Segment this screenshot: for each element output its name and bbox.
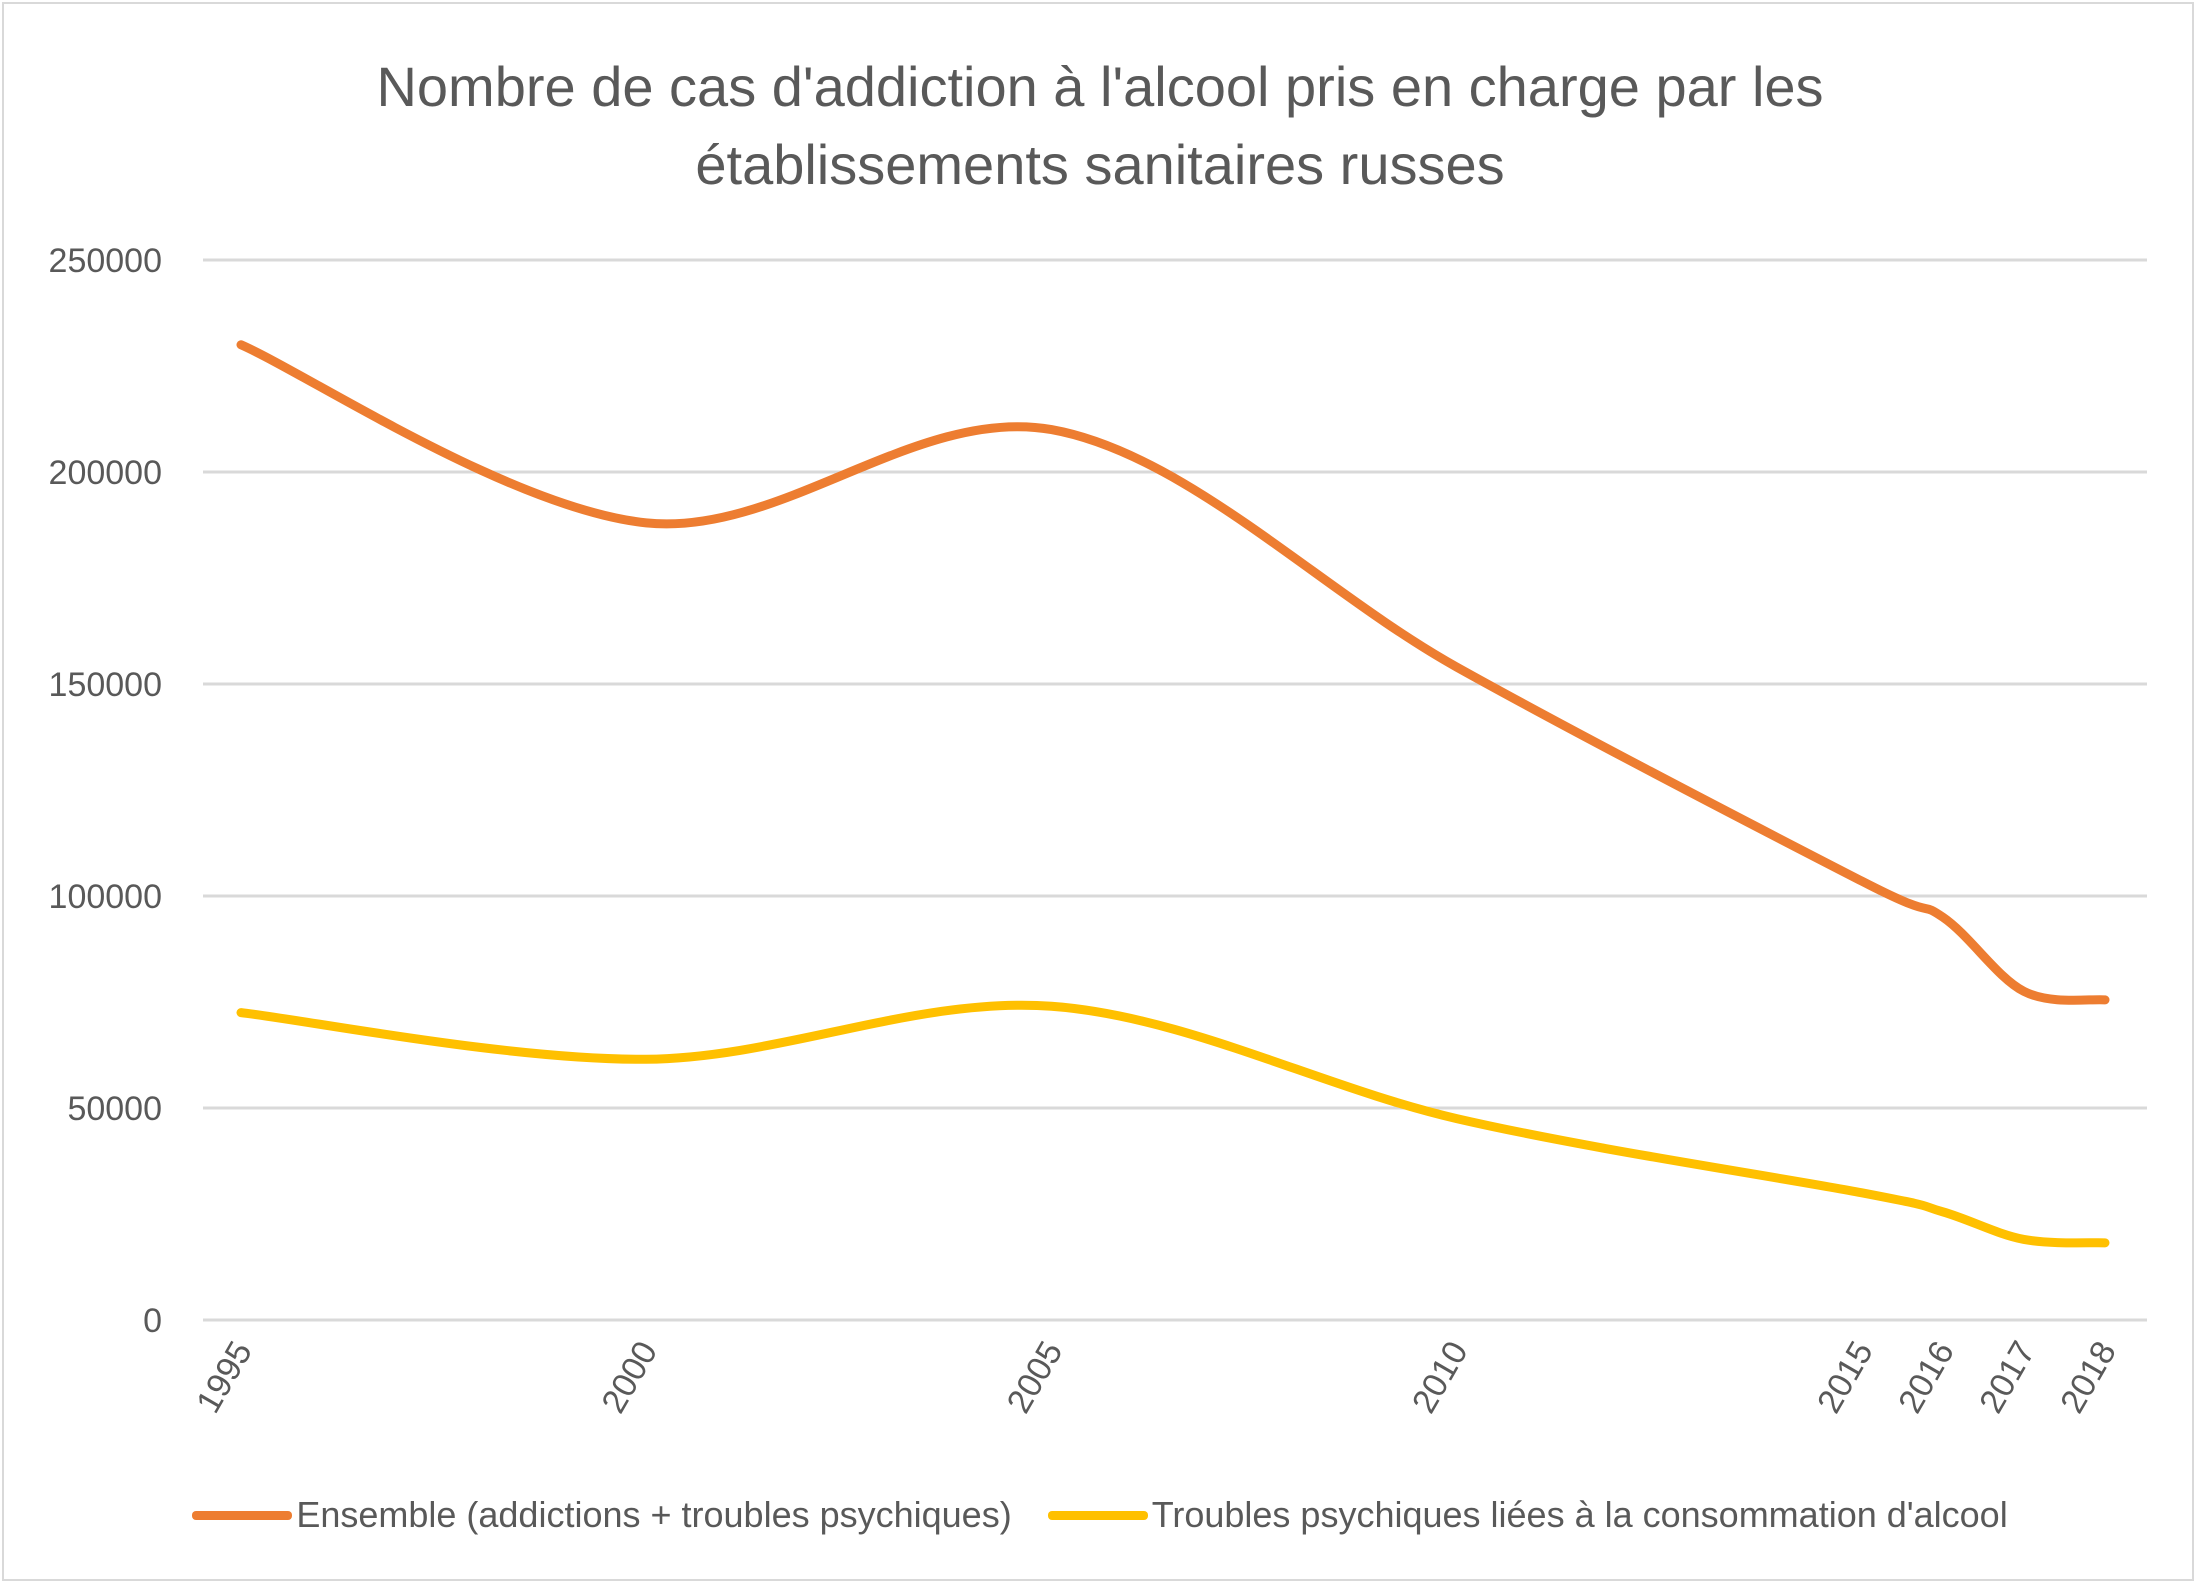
legend-item-ensemble: Ensemble (addictions + troubles psychiqu… [192,1494,1012,1536]
y-tick-label: 100000 [49,878,162,916]
series-line-1 [236,1000,2110,1248]
x-tick-label: 2000 [594,1335,665,1420]
legend-label: Ensemble (addictions + troubles psychiqu… [296,1494,1012,1535]
y-tick-label: 50000 [67,1090,162,1128]
x-tick-label: 2017 [1972,1335,2043,1420]
y-tick-label: 150000 [49,666,162,704]
y-tick-label: 250000 [49,242,162,280]
legend: Ensemble (addictions + troubles psychiqu… [0,1494,2200,1536]
x-tick-label: 2010 [1405,1335,1476,1420]
legend-label: Troubles psychiques liées à la consommat… [1151,1494,2008,1535]
x-tick-label: 2005 [1000,1335,1071,1420]
x-tick-label: 2018 [2053,1335,2124,1420]
x-tick-label: 2015 [1810,1335,1881,1420]
x-tick-label: 1995 [189,1335,260,1420]
chart-title: Nombre de cas d'addiction à l'alcool pri… [0,48,2200,204]
x-tick-label: 2016 [1891,1335,1962,1420]
y-tick-label: 0 [143,1302,162,1340]
y-tick-label: 200000 [49,454,162,492]
chart-title-line-1: Nombre de cas d'addiction à l'alcool pri… [376,55,1824,118]
chart-title-line-2: établissements sanitaires russes [695,133,1505,196]
series-line-0 [236,340,2110,1005]
legend-swatch [1047,1510,1148,1520]
legend-swatch [192,1510,293,1520]
legend-item-troubles: Troubles psychiques liées à la consommat… [1047,1494,2008,1536]
